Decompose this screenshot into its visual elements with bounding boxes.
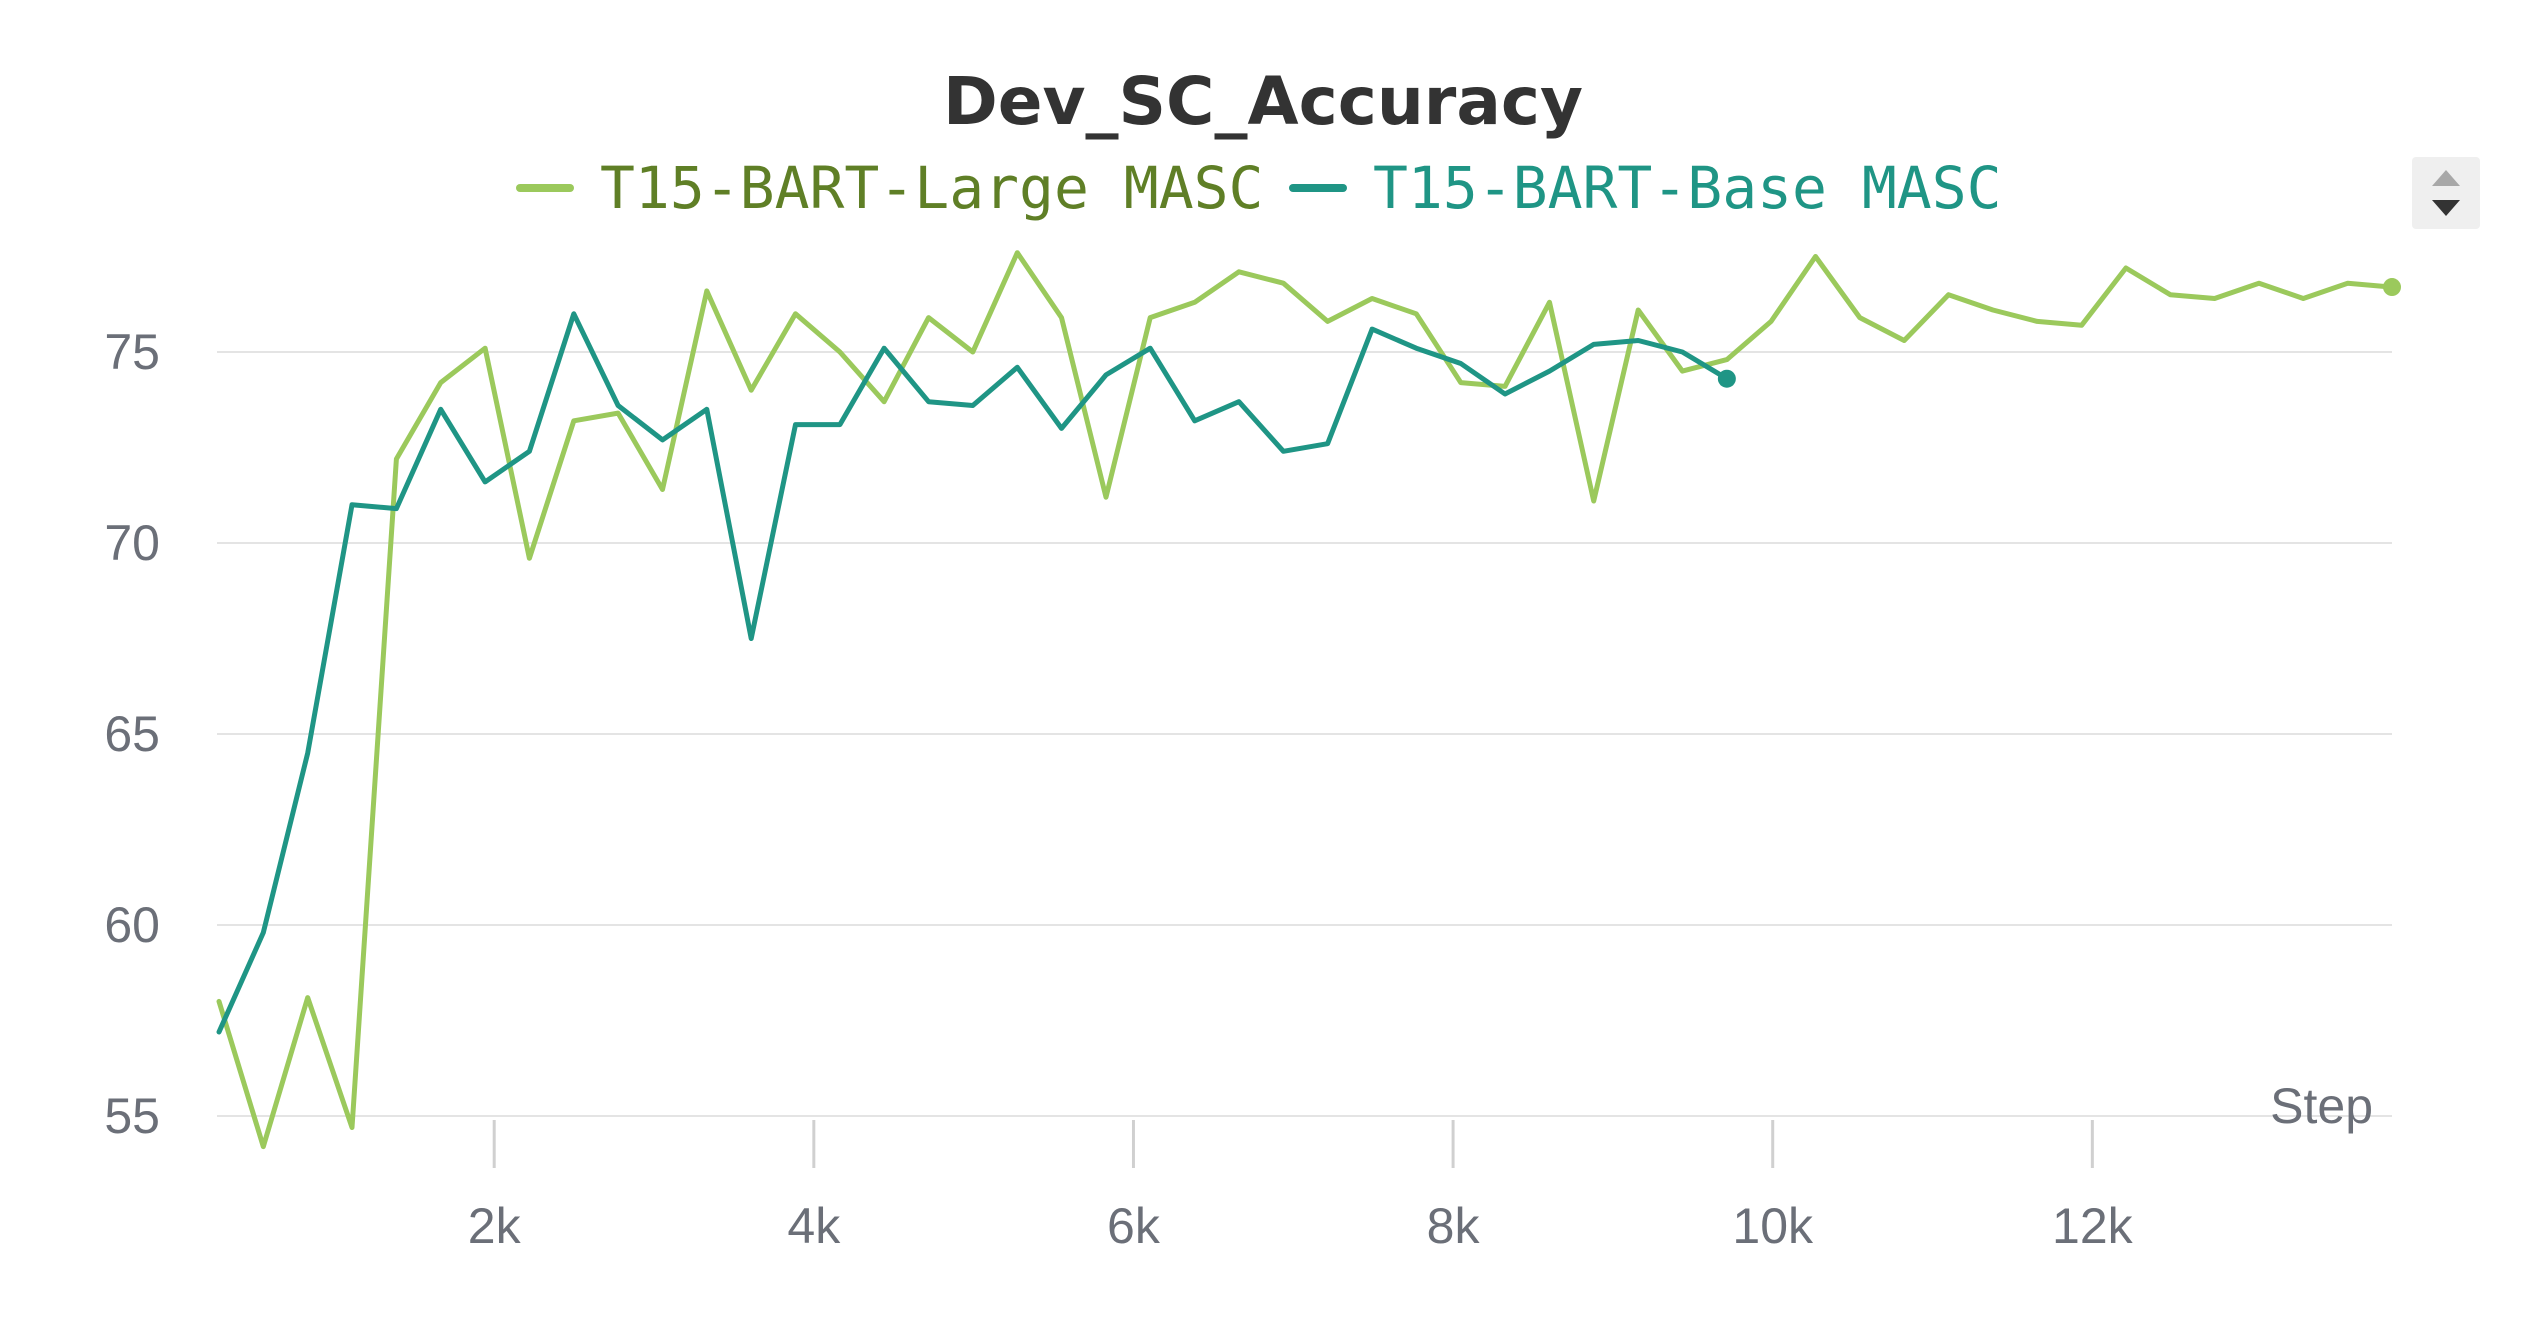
y-axis: 55 60 65 70 75 [104, 324, 160, 1144]
x-axis-label: Step [2270, 1078, 2373, 1134]
scroll-up-icon[interactable] [2432, 170, 2460, 186]
y-tick-label: 60 [104, 897, 160, 953]
y-tick-label: 70 [104, 515, 160, 571]
plot-area [216, 250, 2401, 1150]
y-tick-label: 55 [104, 1088, 160, 1144]
series-end-point-0 [2383, 278, 2401, 297]
x-tick-label: 2k [468, 1198, 522, 1254]
y-tick-label: 75 [104, 324, 160, 380]
y-tick-label: 65 [104, 706, 160, 762]
legend-label-1[interactable]: T15-BART-Base MASC [1373, 154, 2002, 222]
grid [217, 351, 2392, 1117]
x-tick-label: 4k [787, 1198, 841, 1254]
x-axis: 2k 4k 6k 8k 10k 12k [468, 1120, 2134, 1254]
series-line-1 [216, 311, 1730, 1035]
legend-scroll-control[interactable] [2412, 157, 2480, 229]
x-tick-label: 8k [1427, 1198, 1481, 1254]
legend-label-0[interactable]: T15-BART-Large MASC [600, 154, 1263, 222]
scroll-down-icon[interactable] [2432, 200, 2460, 216]
x-tick-label: 6k [1107, 1198, 1161, 1254]
chart-title: Dev_SC_Accuracy [943, 63, 1583, 140]
x-tick-label: 10k [1732, 1198, 1814, 1254]
legend[interactable]: T15-BART-Large MASC T15-BART-Base MASC [516, 154, 2002, 222]
legend-scroll-background[interactable] [2412, 157, 2480, 229]
series-end-point-1 [1717, 369, 1736, 388]
x-tick-label: 12k [2052, 1198, 2134, 1254]
series-line-0 [216, 250, 2395, 1150]
